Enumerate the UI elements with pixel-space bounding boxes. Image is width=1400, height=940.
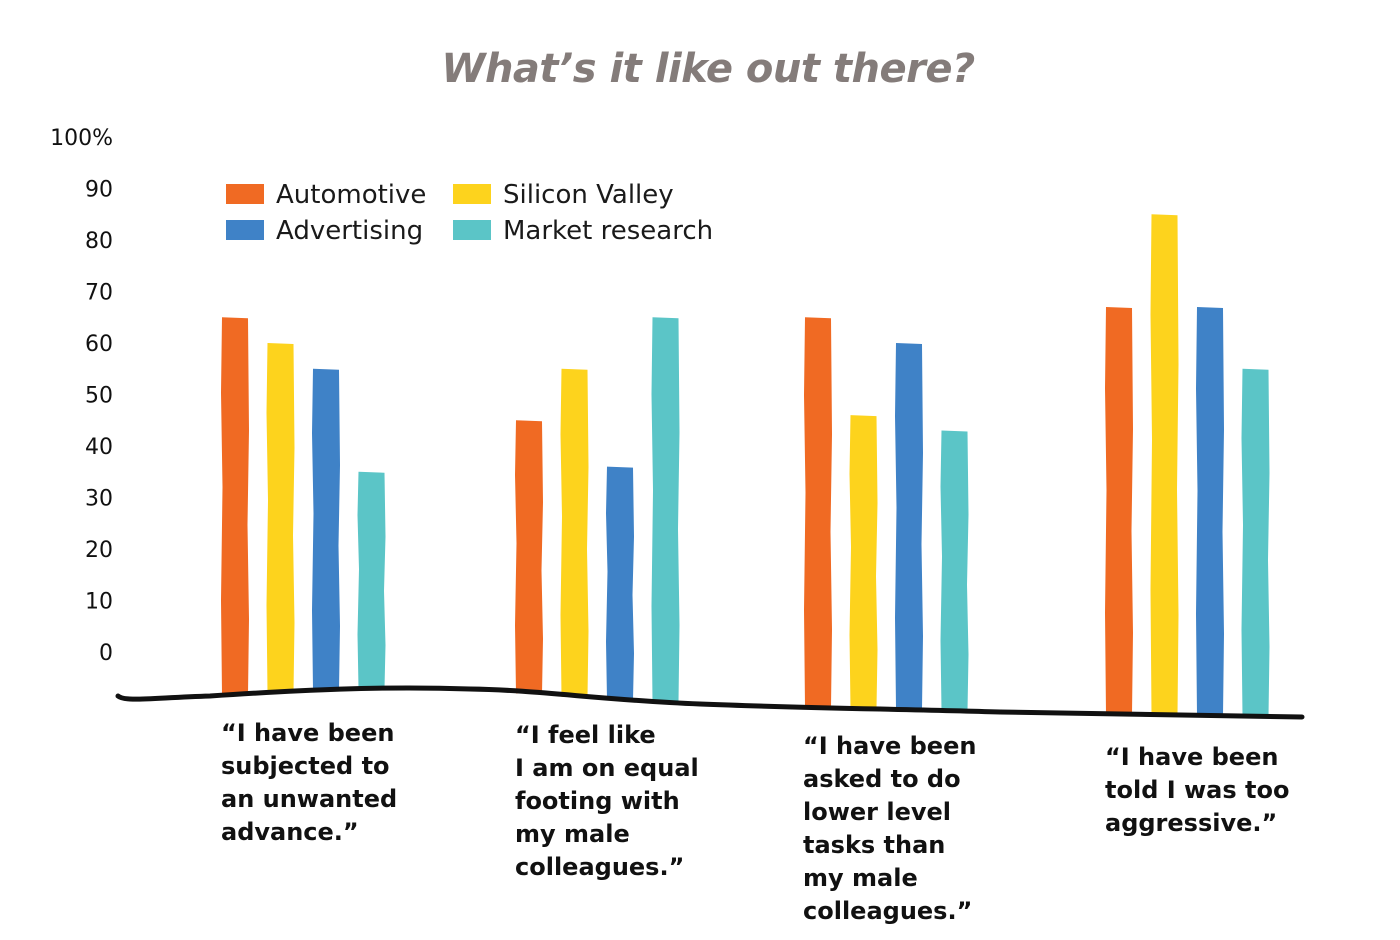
bar-advertising-2 [606, 466, 634, 700]
y-tick-label: 50 [85, 384, 113, 409]
y-tick-label: 70 [85, 281, 113, 306]
bar-automotive-2 [515, 420, 543, 694]
bar-market-research-4 [1241, 368, 1270, 717]
bar-market-research-1 [357, 471, 386, 689]
legend: Automotive Silicon Valley Advertising Marke… [226, 180, 713, 246]
chart-title: What’s it like out there? [441, 46, 975, 92]
y-tick-label: 40 [85, 435, 113, 460]
baseline [115, 685, 1305, 720]
bar-automotive-3 [804, 317, 832, 708]
bar-market-research-3 [940, 430, 969, 711]
legend-label: Market research [503, 216, 713, 246]
y-tick-label: 20 [85, 538, 113, 563]
bar-silicon-valley-1 [266, 343, 295, 693]
y-tick-label: 60 [85, 332, 113, 357]
category-label-1: “I have been subjected to an unwanted ad… [221, 719, 398, 846]
bar-silicon-valley-2 [560, 368, 589, 698]
legend-label: Automotive [276, 180, 426, 210]
bar-automotive-1 [221, 317, 249, 695]
category-label-3: “I have been asked to do lower level tas… [803, 732, 977, 925]
y-tick-label: 30 [85, 487, 113, 512]
bar-advertising-1 [312, 368, 340, 691]
legend-label: Advertising [276, 216, 423, 246]
bar-silicon-valley-3 [849, 415, 878, 709]
legend-label: Silicon Valley [503, 180, 674, 210]
legend-swatch-advertising [226, 220, 264, 240]
bar-silicon-valley-4 [1150, 214, 1179, 715]
y-tick-label: 0 [99, 641, 113, 666]
legend-swatch-automotive [226, 184, 264, 204]
legend-swatch-silicon-valley [453, 184, 491, 204]
y-axis: 100% 90 80 70 60 50 40 30 20 10 0 [50, 126, 113, 666]
category-label-2: “I feel like I am on equal footing with … [515, 721, 699, 881]
bar-automotive-4 [1105, 306, 1133, 715]
bar-advertising-4 [1196, 306, 1224, 716]
bar-market-research-2 [651, 317, 680, 703]
bar-advertising-3 [895, 343, 923, 710]
y-tick-label: 80 [85, 229, 113, 254]
y-tick-label: 90 [85, 178, 113, 203]
y-tick-label: 100% [50, 126, 113, 151]
category-label-4: “I have been told I was too aggressive.” [1105, 743, 1290, 837]
legend-swatch-market-research [453, 220, 491, 240]
bars [221, 214, 1270, 717]
y-tick-label: 10 [85, 590, 113, 615]
